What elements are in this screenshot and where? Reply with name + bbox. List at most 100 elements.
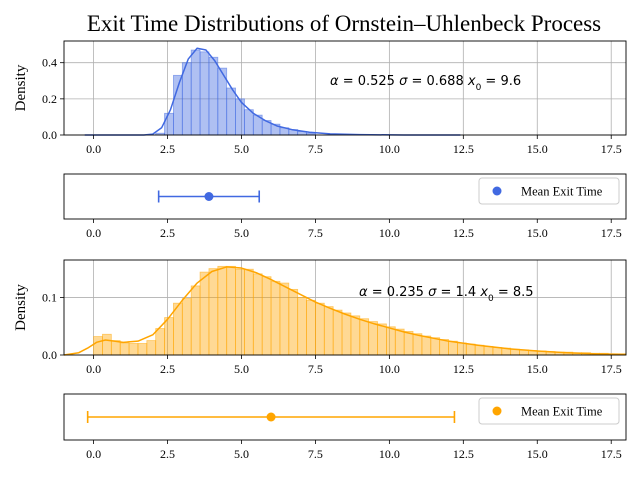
x-tick-label: 2.5 — [160, 362, 175, 376]
x-tick-label: 7.5 — [308, 142, 323, 156]
x-tick-label: 2.5 — [160, 226, 175, 240]
histogram-bar — [332, 309, 343, 356]
histogram-bar — [190, 49, 201, 136]
y-tick-label: 0.4 — [42, 56, 57, 70]
histogram-bar — [297, 297, 307, 356]
y-tick-label: 0.0 — [42, 128, 57, 142]
histogram-bar — [306, 299, 316, 356]
x-tick-label: 7.5 — [308, 362, 323, 376]
mean-marker — [204, 192, 214, 201]
x-tick-label: 0.0 — [86, 226, 101, 240]
histogram-bar — [244, 109, 254, 136]
legend-label: Mean Exit Time — [521, 185, 603, 199]
histogram-bar — [430, 337, 441, 356]
histogram-bar — [226, 87, 236, 136]
histogram-bar — [190, 285, 201, 356]
x-tick-label: 5.0 — [234, 447, 249, 461]
histogram-bar — [235, 268, 245, 356]
x-tick-label: 0.0 — [86, 362, 101, 376]
histogram-bar — [474, 344, 485, 356]
x-tick-label: 2.5 — [160, 447, 175, 461]
y-tick-label: 0.2 — [42, 92, 57, 106]
histogram-bar — [465, 343, 476, 356]
panel-3: 0.0 2.5 5.0 7.5 10.0 12.5 15.0 17.5 0.0 0.1 Densit… — [13, 259, 627, 376]
histogram-bar — [173, 74, 183, 136]
x-tick-label: 15.0 — [527, 142, 548, 156]
histogram-bar — [394, 328, 405, 356]
histogram-bar — [137, 343, 148, 356]
x-tick-label: 0.0 — [86, 142, 101, 156]
x-tick-label: 7.5 — [308, 447, 323, 461]
histogram-bar — [368, 321, 378, 356]
x-tick-label: 12.5 — [453, 226, 474, 240]
histogram-bar — [386, 326, 396, 356]
histogram-bar — [164, 317, 174, 356]
mean-marker — [266, 412, 276, 422]
y-tick-label: 0.1 — [42, 290, 57, 304]
histogram-bar — [181, 62, 192, 136]
x-tick-label: 10.0 — [379, 226, 400, 240]
legend-box — [478, 177, 620, 205]
histogram-bar — [128, 343, 139, 356]
histogram-bar — [110, 340, 121, 356]
y-tick-label: 0.0 — [42, 348, 57, 362]
histogram-bar — [439, 339, 449, 356]
panel-2: Mean Exit Time 0.0 2.5 5.0 7.5 10.0 12.5 15.0 17… — [63, 173, 627, 240]
histogram-bar — [359, 318, 370, 356]
histogram-bar — [217, 265, 228, 356]
legend-marker — [492, 186, 502, 196]
legend-label: Mean Exit Time — [521, 405, 603, 419]
histogram-bar — [226, 265, 236, 356]
histogram-bar — [244, 268, 254, 356]
x-tick-label: 5.0 — [234, 226, 249, 240]
axes-frame — [63, 40, 627, 136]
histogram-bar — [492, 347, 503, 356]
figure-title: Exit Time Distributions of Ornstein–Uhle… — [87, 11, 601, 36]
histogram-bar — [199, 271, 210, 356]
histogram-bar — [315, 302, 325, 356]
x-tick-label: 12.5 — [453, 447, 474, 461]
x-tick-label: 10.0 — [379, 447, 400, 461]
x-tick-label: 10.0 — [379, 362, 400, 376]
y-axis-label: Density — [13, 64, 29, 111]
x-tick-label: 10.0 — [379, 142, 400, 156]
x-tick-label: 0.0 — [86, 447, 101, 461]
panel-4: Mean Exit Time 0.0 2.5 5.0 7.5 10.0 12.5 15.0 17… — [63, 393, 627, 461]
histogram-bar — [341, 312, 352, 356]
histogram-bar — [164, 112, 174, 136]
panels: 0.0 2.5 5.0 7.5 10.0 12.5 15.0 17.5 0.0 0.2 0.4 Den… — [13, 40, 627, 461]
histogram-bar — [102, 333, 112, 356]
histogram-bar — [261, 276, 272, 356]
histogram-bar — [377, 323, 387, 356]
histogram-bar — [412, 333, 423, 356]
x-tick-label: 7.5 — [308, 226, 323, 240]
parameter-annotation: α = 0.235 σ = 1.4 x0 = 8.5 — [359, 285, 534, 304]
histogram-bar — [181, 298, 192, 356]
x-tick-label: 5.0 — [234, 362, 249, 376]
histogram-bar — [155, 328, 165, 356]
axes-frame — [63, 259, 627, 356]
histogram-bar — [288, 288, 299, 356]
histogram-bar — [252, 273, 263, 356]
histogram-bar — [421, 335, 432, 356]
histogram-bar — [448, 340, 458, 356]
kde-curve — [63, 266, 627, 356]
axes-frame — [63, 393, 627, 441]
x-tick-label: 5.0 — [234, 142, 249, 156]
parameter-annotation: α = 0.525 σ = 0.688 x0 = 9.6 — [330, 74, 521, 93]
histogram-bar — [403, 330, 414, 356]
histogram-bar — [270, 280, 281, 356]
histogram-bar — [483, 345, 494, 356]
panel-1: 0.0 2.5 5.0 7.5 10.0 12.5 15.0 17.5 0.0 0.2 0.4 Den… — [13, 40, 627, 156]
x-tick-label: 17.5 — [601, 142, 622, 156]
x-tick-label: 2.5 — [160, 142, 175, 156]
histogram-bar — [350, 315, 361, 356]
y-axis-label: Density — [13, 284, 29, 331]
histogram-bar — [279, 282, 290, 356]
x-tick-label: 12.5 — [453, 362, 474, 376]
kde-curve — [84, 47, 461, 136]
x-tick-label: 17.5 — [601, 362, 622, 376]
x-tick-label: 17.5 — [601, 447, 622, 461]
histogram-bar — [208, 268, 219, 356]
